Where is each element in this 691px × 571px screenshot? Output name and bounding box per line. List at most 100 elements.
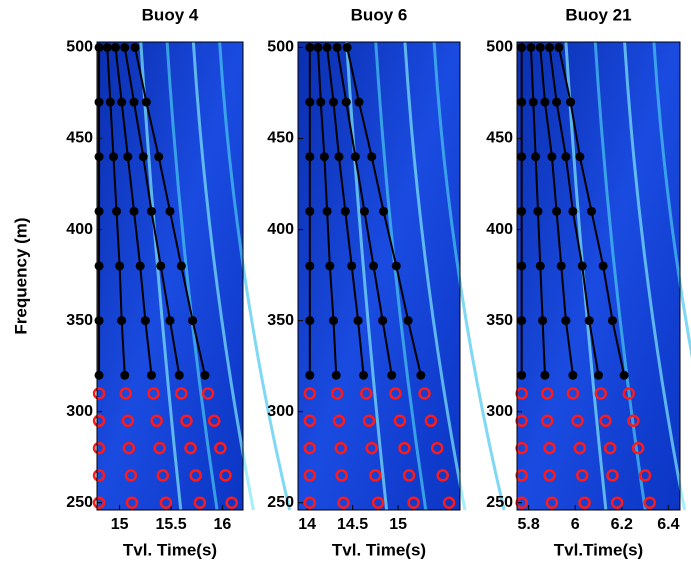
x-tick-label: 15.5 <box>155 516 186 533</box>
black-dot <box>391 261 401 271</box>
x-axis-label: Tvl. Time(s) <box>332 540 426 559</box>
red-circle <box>578 496 591 509</box>
x-tick-label: 16 <box>214 516 232 533</box>
red-circle <box>92 496 106 509</box>
black-dot <box>322 42 332 52</box>
background-streak <box>345 41 389 511</box>
y-tick-label: 300 <box>267 403 294 420</box>
black-dot <box>552 206 562 216</box>
black-dot <box>607 316 617 326</box>
red-circle <box>418 387 431 400</box>
x-tick-label: 15 <box>111 516 129 533</box>
red-circle <box>424 414 438 428</box>
red-circle <box>436 469 449 482</box>
red-circle <box>643 496 656 509</box>
black-dot <box>138 152 148 162</box>
x-tick-label: 6 <box>571 516 580 533</box>
red-circle <box>566 387 580 400</box>
red-circle <box>369 469 382 482</box>
black-dot <box>561 316 571 326</box>
y-tick-label: 400 <box>66 221 93 238</box>
background-streak <box>191 41 255 511</box>
red-circle <box>219 469 232 482</box>
red-circle <box>207 414 221 428</box>
background-streak <box>623 41 687 511</box>
red-circle <box>303 441 317 455</box>
black-dot <box>416 370 426 380</box>
red-circle <box>332 414 346 428</box>
black-dot <box>556 261 566 271</box>
x-tick-label: 6.4 <box>657 516 679 533</box>
red-circle <box>638 469 652 482</box>
red-circle <box>330 387 344 400</box>
red-circle <box>575 469 589 482</box>
red-circle <box>150 414 163 428</box>
red-circle <box>627 414 640 428</box>
black-dot <box>584 316 594 326</box>
x-tick-label: 5.8 <box>518 516 540 533</box>
black-dot <box>140 316 150 326</box>
black-dot <box>517 261 527 271</box>
red-circle <box>398 441 411 455</box>
red-circle <box>159 496 173 509</box>
black-dot <box>517 316 527 326</box>
red-circle <box>156 469 170 482</box>
black-dot <box>120 370 130 380</box>
y-tick-label: 250 <box>66 494 93 511</box>
black-dot <box>176 261 186 271</box>
y-tick-label: 450 <box>267 130 294 147</box>
y-tick-label: 350 <box>66 312 93 329</box>
red-circle <box>125 496 139 509</box>
black-dot <box>200 370 210 380</box>
black-dot <box>554 42 564 52</box>
black-dot <box>305 316 315 326</box>
x-axis-label: Tvl. Time(s) <box>123 540 217 559</box>
black-dot <box>561 152 571 162</box>
black-dot <box>141 97 151 107</box>
red-circle <box>541 387 554 400</box>
red-circle <box>402 469 416 482</box>
red-circle <box>303 387 317 400</box>
black-dot <box>123 152 133 162</box>
red-circle <box>337 496 350 509</box>
x-axis-label: Tvl.Time(s) <box>554 540 643 559</box>
black-dot <box>517 206 527 216</box>
black-dot <box>322 206 332 216</box>
red-circle <box>389 387 402 400</box>
red-circle <box>407 496 420 509</box>
red-circle <box>543 441 556 455</box>
black-dot <box>146 370 156 380</box>
black-dot <box>188 316 198 326</box>
black-dot <box>359 206 369 216</box>
black-dot <box>115 261 125 271</box>
red-circle <box>360 387 373 400</box>
red-circle <box>541 414 554 428</box>
black-dot <box>135 261 145 271</box>
black-dot <box>94 97 104 107</box>
black-dot <box>359 370 369 380</box>
red-circle <box>303 414 317 428</box>
black-dot <box>347 261 357 271</box>
black-dot <box>566 97 576 107</box>
black-dot <box>332 42 342 52</box>
y-tick-label: 500 <box>486 39 513 56</box>
black-dot <box>94 152 104 162</box>
black-dot <box>619 370 629 380</box>
black-dot <box>538 316 548 326</box>
black-dot <box>165 206 175 216</box>
black-dot <box>325 261 335 271</box>
panel-title: Buoy 4 <box>142 5 199 24</box>
red-circle <box>225 496 238 509</box>
black-dot <box>545 42 555 52</box>
y-tick-label: 500 <box>66 39 93 56</box>
plot-frame <box>96 41 244 511</box>
red-circle <box>92 414 106 428</box>
red-circle <box>631 441 645 455</box>
black-dot <box>517 42 527 52</box>
red-circle <box>335 469 348 482</box>
black-dot <box>146 206 156 216</box>
y-tick-label: 450 <box>486 130 513 147</box>
red-circle <box>147 387 160 400</box>
black-dot <box>117 316 127 326</box>
